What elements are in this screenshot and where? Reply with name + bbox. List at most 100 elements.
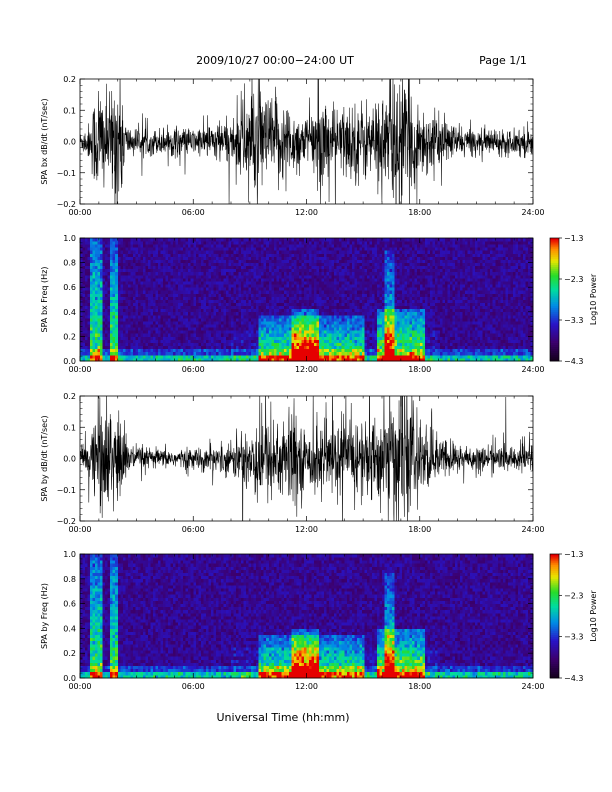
heatmap-cell xyxy=(145,308,149,313)
heatmap-cell xyxy=(120,324,124,328)
heatmap-cell xyxy=(248,339,252,343)
heatmap-cell xyxy=(298,296,302,300)
heatmap-cell xyxy=(296,293,300,297)
heatmap-cell xyxy=(243,268,247,273)
heatmap-cell xyxy=(82,305,86,310)
heatmap-cell xyxy=(231,287,234,291)
heatmap-cell xyxy=(309,336,312,340)
heatmap-cell xyxy=(163,265,166,270)
heatmap-cell xyxy=(85,357,88,362)
heatmap-cell xyxy=(288,299,292,303)
heatmap-cell xyxy=(223,324,227,328)
heatmap-cell xyxy=(271,268,275,273)
heatmap-cell xyxy=(256,250,260,254)
heatmap-cell xyxy=(266,342,270,347)
heatmap-cell xyxy=(185,314,189,319)
heatmap-cell xyxy=(107,317,111,322)
heatmap-cell xyxy=(92,305,96,310)
heatmap-cell xyxy=(241,342,244,347)
heatmap-cell xyxy=(205,327,209,331)
heatmap-cell xyxy=(102,357,106,362)
heatmap-cell xyxy=(203,287,207,291)
heatmap-cell xyxy=(152,244,156,248)
heatmap-cell xyxy=(137,348,141,353)
heatmap-cell xyxy=(276,354,280,359)
heatmap-cell xyxy=(356,265,360,270)
heatmap-cell xyxy=(233,238,237,242)
heatmap-cell xyxy=(324,247,328,251)
heatmap-cell xyxy=(276,259,280,263)
heatmap-cell xyxy=(150,314,154,319)
heatmap-cell xyxy=(183,299,187,303)
heatmap-cell xyxy=(371,299,375,303)
heatmap-cell xyxy=(291,330,295,334)
heatmap-cell xyxy=(243,241,247,245)
heatmap-cell xyxy=(223,321,227,325)
heatmap-cell xyxy=(147,247,151,251)
heatmap-cell xyxy=(251,348,255,353)
heatmap-cell xyxy=(137,333,141,337)
heatmap-cell xyxy=(281,241,285,245)
heatmap-cell xyxy=(366,290,370,294)
heatmap-cell xyxy=(384,259,388,263)
heatmap-cell xyxy=(170,290,174,294)
heatmap-cell xyxy=(329,259,333,263)
heatmap-cell xyxy=(155,247,159,251)
heatmap-cell xyxy=(359,336,363,340)
heatmap-cell xyxy=(158,351,161,356)
heatmap-cell xyxy=(364,299,368,303)
heatmap-cell xyxy=(163,247,166,251)
heatmap-cell xyxy=(319,290,322,294)
heatmap-cell xyxy=(238,265,242,270)
heatmap-cell xyxy=(296,324,300,328)
heatmap-cell xyxy=(168,345,171,350)
heatmap-cell xyxy=(331,293,335,297)
heatmap-cell xyxy=(339,244,343,248)
heatmap-cell xyxy=(319,357,322,362)
heatmap-cell xyxy=(225,253,229,257)
heatmap-cell xyxy=(125,308,129,313)
heatmap-cell xyxy=(326,271,330,276)
heatmap-cell xyxy=(331,281,335,285)
heatmap-cell xyxy=(90,287,93,291)
heatmap-cell xyxy=(132,339,136,343)
heatmap-cell xyxy=(220,250,224,254)
heatmap-cell xyxy=(208,333,212,337)
heatmap-cell xyxy=(351,354,355,359)
heatmap-cell xyxy=(379,284,383,288)
heatmap-cell xyxy=(97,287,101,291)
heatmap-cell xyxy=(105,256,109,260)
heatmap-cell xyxy=(356,357,360,362)
heatmap-cell xyxy=(246,281,250,285)
heatmap-cell xyxy=(155,256,159,260)
heatmap-cell xyxy=(273,311,277,316)
heatmap-cell xyxy=(142,296,146,300)
heatmap-cell xyxy=(122,339,126,343)
heatmap-cell xyxy=(102,351,106,356)
heatmap-cell xyxy=(158,238,161,242)
heatmap-cell xyxy=(276,342,280,347)
heatmap-cell xyxy=(215,274,219,279)
heatmap-cell xyxy=(273,244,277,248)
heatmap-cell xyxy=(90,262,93,267)
heatmap-cell xyxy=(145,290,149,294)
heatmap-cell xyxy=(195,339,199,343)
heatmap-cell xyxy=(243,351,247,356)
heatmap-cell xyxy=(85,354,88,359)
heatmap-cell xyxy=(112,256,116,260)
heatmap-cell xyxy=(198,293,202,297)
heatmap-cell xyxy=(120,293,124,297)
heatmap-cell xyxy=(188,321,192,325)
heatmap-cell xyxy=(306,354,310,359)
heatmap-cell xyxy=(185,324,189,328)
heatmap-cell xyxy=(87,336,91,340)
heatmap-cell xyxy=(200,281,204,285)
heatmap-cell xyxy=(158,302,161,307)
heatmap-cell xyxy=(321,277,325,282)
heatmap-cell xyxy=(346,348,350,353)
heatmap-cell xyxy=(92,238,96,242)
heatmap-cell xyxy=(165,324,169,328)
heatmap-cell xyxy=(102,311,106,316)
heatmap-cell xyxy=(137,327,141,331)
heatmap-cell xyxy=(334,333,338,337)
